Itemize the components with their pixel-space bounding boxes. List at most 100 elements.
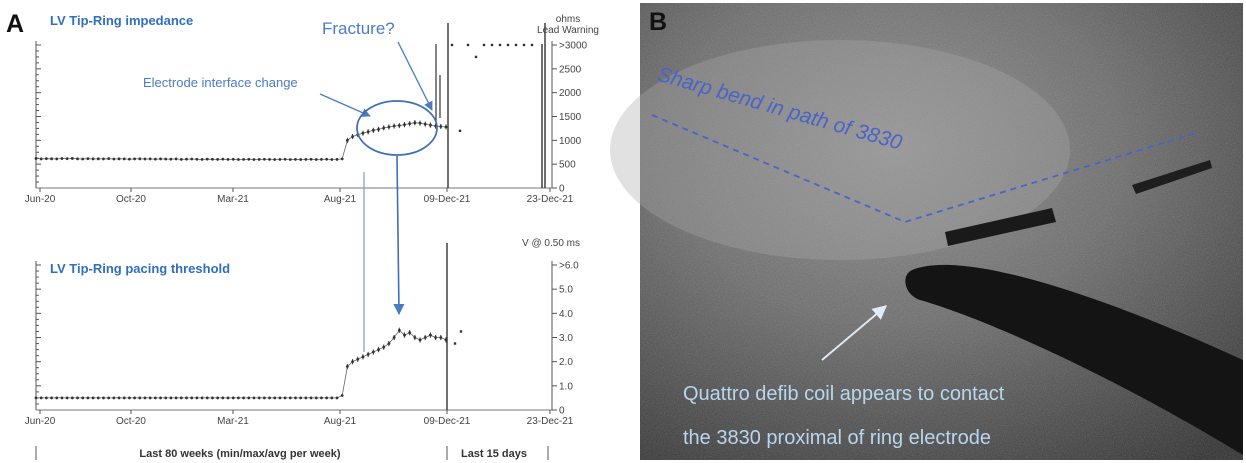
impedance-point: [330, 158, 334, 161]
threshold-point: [237, 396, 240, 400]
threshold-point: [392, 336, 396, 339]
threshold-point: [107, 396, 111, 400]
threshold-point: [200, 396, 204, 400]
threshold-point: [117, 396, 121, 400]
impedance-daily-point: [522, 43, 526, 47]
impedance-point: [366, 130, 370, 134]
impedance-chart-title: LV Tip-Ring impedance: [50, 13, 193, 28]
threshold-marks: [34, 327, 463, 400]
threshold-y-tick-label: 1.0: [559, 381, 573, 392]
threshold-y-tick-label: 3.0: [559, 333, 573, 344]
impedance-point: [81, 157, 85, 161]
threshold-point: [288, 396, 292, 400]
defib-coil-lead: [905, 264, 1243, 455]
threshold-axes: 0 1.0 2.0 3.0 4.0 5.0 >6.0 Jun-20 Oct-20 Mar-21 Au…: [25, 243, 579, 427]
threshold-point: [423, 336, 427, 339]
impedance-daily-point: [482, 43, 486, 47]
impedance-y-tick-label: >3000: [559, 41, 588, 52]
impedance-point: [107, 157, 111, 161]
impedance-point: [76, 157, 79, 161]
impedance-point: [159, 157, 162, 161]
impedance-point: [247, 157, 251, 161]
footer-weeks-label: Last 80 weeks (min/max/avg per week): [139, 448, 340, 460]
impedance-x-tick-label: Aug-21: [324, 194, 357, 205]
impedance-point: [211, 157, 214, 161]
threshold-point: [429, 333, 432, 337]
threshold-point: [397, 328, 401, 332]
threshold-point: [387, 342, 391, 345]
threshold-point: [278, 396, 282, 400]
impedance-point: [345, 138, 349, 142]
threshold-point: [262, 396, 266, 400]
impedance-point: [361, 131, 365, 135]
threshold-point: [413, 336, 417, 339]
impedance-point: [382, 126, 386, 130]
impedance-point: [314, 158, 318, 161]
impedance-point: [190, 157, 194, 161]
impedance-point: [429, 123, 432, 127]
impedance-marks: [34, 43, 543, 188]
impedance-point: [185, 157, 188, 161]
impedance-point: [122, 157, 126, 161]
threshold-point: [179, 396, 183, 400]
impedance-point: [86, 157, 90, 161]
impedance-y-tick-label: 500: [559, 160, 576, 171]
threshold-y-tick-label: 4.0: [559, 309, 573, 320]
threshold-point: [55, 396, 59, 400]
threshold-daily-point: [453, 342, 457, 345]
threshold-point: [96, 396, 100, 400]
threshold-point: [102, 396, 105, 400]
impedance-point: [418, 121, 422, 125]
impedance-point: [133, 157, 137, 161]
threshold-point: [268, 396, 271, 400]
threshold-point: [34, 396, 38, 400]
impedance-daily-point: [514, 43, 518, 47]
impedance-point: [138, 157, 142, 161]
impedance-point: [174, 157, 178, 161]
impedance-point: [377, 127, 380, 131]
impedance-daily-point: [450, 43, 454, 47]
tip-electrode: [1132, 160, 1212, 194]
threshold-point: [226, 396, 230, 400]
threshold-point: [252, 396, 256, 400]
threshold-x-tick-label: 23-Dec-21: [527, 416, 574, 427]
panel-a-letter: A: [6, 10, 24, 38]
panel-a-footer: Last 80 weeks (min/max/avg per week) Las…: [35, 446, 549, 460]
fracture-annotation: Fracture?: [322, 19, 395, 38]
threshold-x-tick-label: Jun-20: [25, 416, 56, 427]
threshold-point: [371, 350, 375, 354]
impedance-point: [50, 157, 53, 161]
impedance-point: [397, 124, 401, 127]
threshold-point: [122, 396, 126, 400]
impedance-point: [34, 157, 38, 160]
impedance-point: [195, 157, 199, 161]
impedance-point: [164, 157, 168, 161]
impedance-unit-label: ohms: [556, 14, 580, 25]
impedance-point: [65, 157, 69, 161]
panel-b-letter: B: [649, 8, 667, 36]
threshold-point: [195, 396, 199, 400]
impedance-x-tick-label: 23-Dec-21: [527, 194, 574, 205]
impedance-point: [320, 158, 323, 161]
ring-electrode-lead: [945, 208, 1056, 246]
impedance-warning-label: Lead Warning: [537, 25, 599, 36]
impedance-point: [179, 158, 183, 161]
threshold-point: [299, 396, 303, 400]
threshold-point: [76, 396, 79, 400]
annotations: Fracture? Electrode interface change: [143, 19, 438, 352]
impedance-point: [444, 125, 448, 129]
threshold-x-tick-label: Mar-21: [217, 416, 249, 427]
threshold-point: [221, 396, 225, 400]
threshold-point: [444, 338, 448, 342]
impedance-point: [299, 158, 303, 161]
threshold-point: [418, 338, 422, 342]
threshold-point: [81, 396, 85, 400]
impedance-x-tick-label: Mar-21: [217, 194, 249, 205]
impedance-point: [117, 157, 121, 161]
lead-path-dashed: [651, 114, 1197, 223]
impedance-point: [413, 121, 417, 125]
impedance-point: [273, 158, 277, 161]
threshold-point: [112, 396, 116, 400]
impedance-daily-point: [490, 43, 494, 47]
impedance-x-tick-label: 09-Dec-21: [424, 194, 471, 205]
